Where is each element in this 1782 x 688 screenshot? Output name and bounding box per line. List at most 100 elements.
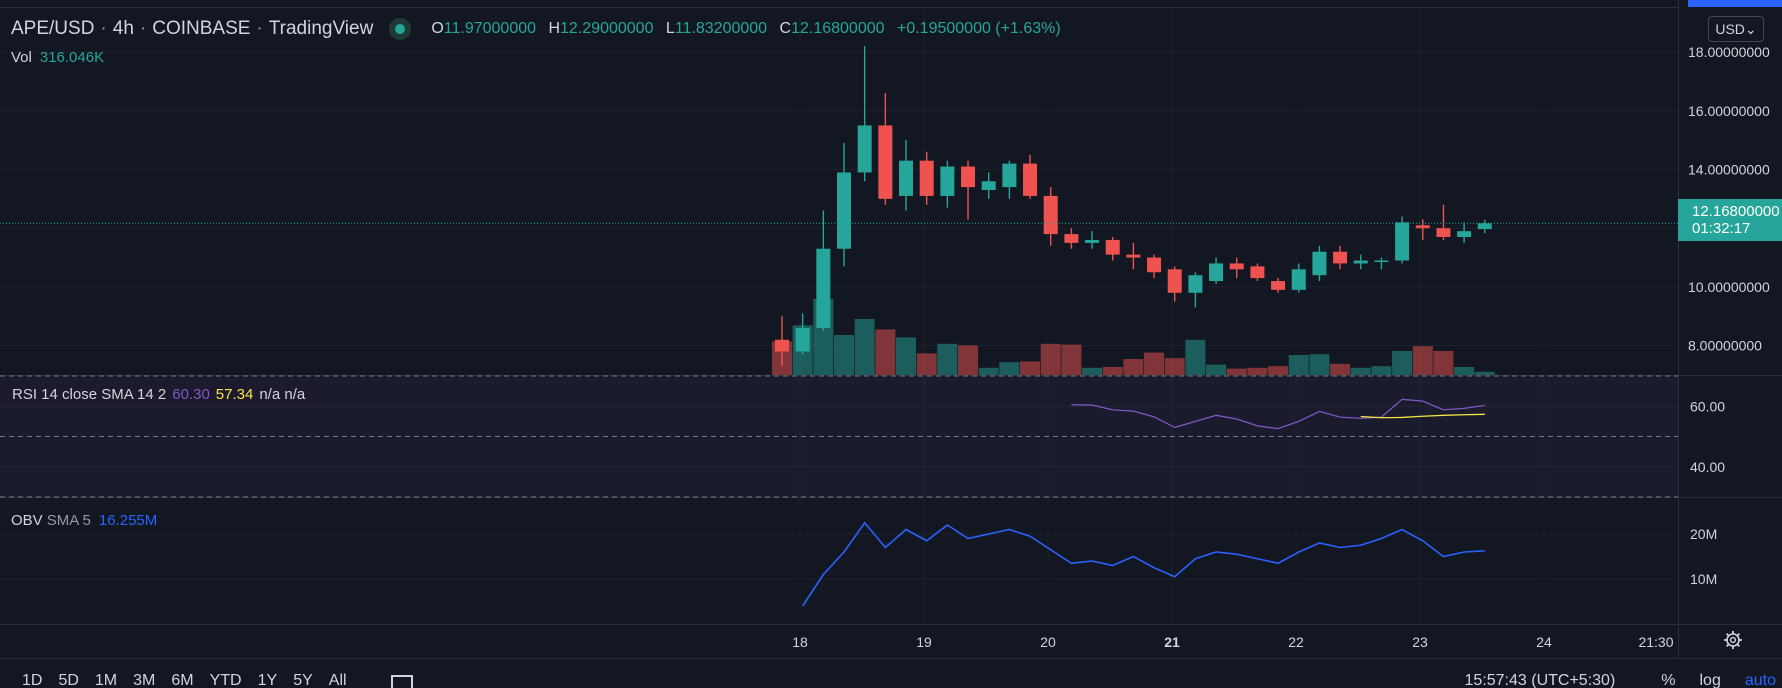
- volume-bar: [1474, 371, 1495, 375]
- candle-body: [775, 339, 789, 352]
- range-1d-button[interactable]: 1D: [22, 672, 43, 688]
- volume-bar: [1268, 366, 1289, 375]
- high-key: H: [548, 20, 561, 37]
- time-axis-label: 21: [1164, 634, 1180, 650]
- currency-button[interactable]: USD⌄: [1708, 16, 1764, 42]
- bar-countdown: 01:32:17: [1692, 220, 1751, 237]
- candle-body: [1312, 251, 1327, 276]
- candle-body: [1374, 260, 1389, 262]
- candle-body: [1209, 263, 1224, 282]
- exchange-label: COINBASE: [152, 18, 251, 39]
- open-key: O: [431, 20, 444, 37]
- market-status-icon[interactable]: [389, 18, 412, 40]
- candle-body: [1457, 231, 1472, 238]
- range-6m-button[interactable]: 6M: [171, 672, 194, 688]
- candle-body: [981, 181, 996, 191]
- volume-bar: [1433, 351, 1454, 375]
- candle-body: [961, 166, 976, 188]
- candle-body: [1250, 266, 1265, 279]
- volume-bar: [1020, 361, 1041, 375]
- high-value: 12.29000000: [560, 20, 654, 37]
- symbol-legend[interactable]: APE/USD · 4h · COINBASE · TradingView O1…: [11, 18, 1061, 40]
- candle-body: [1002, 163, 1017, 188]
- bottom-right-controls: 15:57:43 (UTC+5:30) % log auto: [1465, 672, 1782, 688]
- obv-label: OBV: [11, 512, 43, 529]
- low-value: 11.83200000: [674, 20, 768, 37]
- price-axis-label: 16.00000000: [1688, 103, 1770, 119]
- close-value: 12.16800000: [791, 20, 885, 37]
- price-axis-label: 8.00000000: [1688, 338, 1762, 354]
- volume-bar: [1061, 344, 1082, 375]
- price-axis-label: 10.00000000: [1688, 279, 1770, 295]
- rsi-sma-value: 57.34: [215, 386, 254, 403]
- range-5d-button[interactable]: 5D: [58, 672, 79, 688]
- interval-label[interactable]: 4h: [112, 18, 134, 39]
- rsi-line-sma: [1360, 413, 1485, 419]
- range-all-button[interactable]: All: [328, 672, 347, 688]
- chart-grid: [0, 0, 1782, 658]
- market-open-dot: [395, 24, 406, 34]
- price-axis-label: 14.00000000: [1688, 161, 1770, 177]
- candle-body: [1085, 239, 1100, 243]
- volume-label: Vol: [11, 49, 32, 66]
- axes: 18 19 20 21 22 23 24 21:30 18.00000000 16.0000000…: [792, 44, 1770, 650]
- candle-body: [1188, 275, 1203, 293]
- candle-body: [1167, 269, 1182, 293]
- current-price-tag: 12.16800000 01:32:17: [1678, 199, 1782, 241]
- range-5y-button[interactable]: 5Y: [293, 672, 313, 688]
- ohlc-values: O11.97000000 H12.29000000 L11.83200000 C…: [431, 20, 1060, 38]
- time-axis-label: 24: [1536, 634, 1552, 650]
- rsi-axis-label: 60.00: [1690, 398, 1725, 414]
- price-axis-label: 18.00000000: [1688, 44, 1770, 60]
- candle-body: [857, 125, 872, 173]
- bottom-toolbar: 1D 5D 1M 3M 6M YTD 1Y 5Y All 15:57:43 (U…: [0, 658, 1782, 688]
- candle-body: [1436, 228, 1451, 238]
- change-value: +0.19500000 (+1.63%): [896, 20, 1061, 37]
- percent-scale-toggle[interactable]: %: [1661, 672, 1676, 688]
- volume-bar: [1247, 367, 1268, 375]
- range-3m-button[interactable]: 3M: [133, 672, 156, 688]
- symbol-name[interactable]: APE/USD: [11, 18, 95, 39]
- volume-bar: [1040, 343, 1061, 375]
- clock-timezone[interactable]: 15:57:43 (UTC+5:30): [1464, 672, 1616, 688]
- obv-value: 16.255M: [98, 512, 158, 529]
- auto-scale-toggle[interactable]: auto: [1744, 672, 1776, 688]
- candle-body: [1395, 222, 1410, 261]
- range-1y-button[interactable]: 1Y: [257, 672, 278, 688]
- calendar-icon[interactable]: [390, 675, 413, 688]
- volume-bar: [1206, 364, 1227, 375]
- obv-legend[interactable]: OBV SMA 5 16.255M: [11, 512, 157, 529]
- candle-body: [795, 328, 810, 352]
- range-1m-button[interactable]: 1M: [94, 672, 118, 688]
- time-axis-label: 22: [1288, 634, 1304, 650]
- volume-legend[interactable]: Vol 316.046K: [11, 49, 104, 66]
- candle-body: [1126, 254, 1141, 258]
- range-ytd-button[interactable]: YTD: [209, 672, 242, 688]
- candle-body: [919, 160, 934, 196]
- volume-bar: [1226, 368, 1247, 375]
- current-price-value: 12.16800000: [1692, 203, 1780, 220]
- obv-sma-label: SMA 5: [46, 512, 91, 529]
- settings-gear-icon[interactable]: [1723, 630, 1743, 650]
- candle-body: [1023, 163, 1038, 196]
- time-axis-label: 21:30: [1638, 634, 1673, 650]
- volume-bar: [958, 345, 979, 375]
- candle-body: [1415, 225, 1430, 229]
- volume-bar: [1454, 367, 1475, 375]
- candle-body: [816, 248, 831, 329]
- time-axis-label: 18: [792, 634, 808, 650]
- source-label: TradingView: [268, 18, 374, 39]
- obv-pane: [802, 521, 1485, 607]
- volume-bar: [1392, 351, 1413, 375]
- log-scale-toggle[interactable]: log: [1699, 672, 1721, 688]
- low-key: L: [665, 20, 675, 37]
- volume-bar: [834, 335, 855, 375]
- rsi-legend[interactable]: RSI 14 close SMA 14 2 60.30 57.34 n/a n/a: [6, 384, 312, 405]
- rsi-value: 60.30: [172, 386, 210, 403]
- volume-bar: [1309, 354, 1330, 375]
- volume-bar: [978, 367, 999, 375]
- time-axis-label: 20: [1040, 634, 1056, 650]
- volume-bar: [1412, 346, 1433, 375]
- candle-body: [1477, 223, 1492, 230]
